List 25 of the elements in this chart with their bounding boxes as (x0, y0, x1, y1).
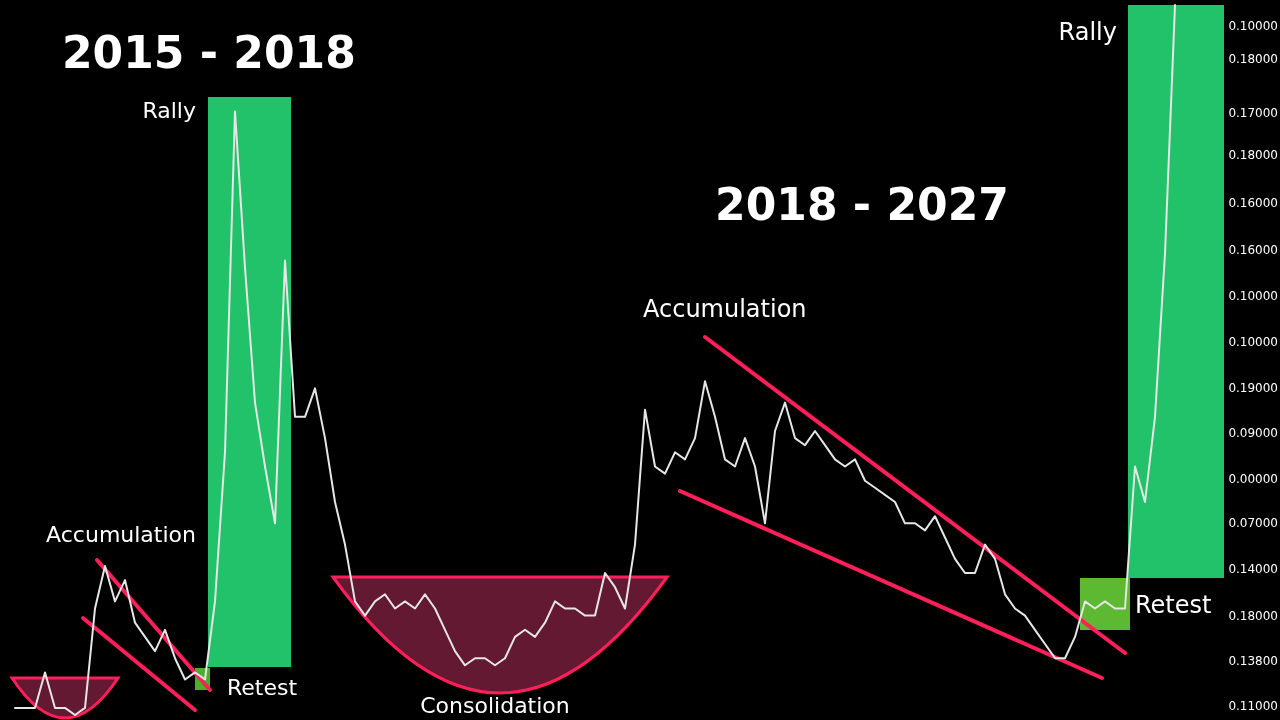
annotation: Accumulation (46, 522, 196, 547)
annotation: Rally (142, 98, 196, 123)
text: 0.14000 (1228, 562, 1278, 576)
annotation: Accumulation (643, 295, 807, 323)
text: 0.16000 (1228, 243, 1278, 257)
text: 0.07000 (1228, 516, 1278, 530)
text: 0.18000 (1228, 609, 1278, 623)
text: 0.17000 (1228, 106, 1278, 120)
text: 0.18000 (1228, 148, 1278, 162)
annotation: Retest (227, 675, 298, 700)
annotation: 2018 - 2027 (715, 179, 1009, 230)
text: 0.09000 (1228, 426, 1278, 440)
annotation: Rally (1058, 18, 1117, 46)
text: 0.10000 (1228, 289, 1278, 303)
annotation: Retest (1135, 591, 1212, 619)
text: 0.16000 (1228, 196, 1278, 210)
text: 0.13800 (1228, 654, 1278, 668)
text: 0.00000 (1228, 472, 1278, 486)
text: 0.19000 (1228, 381, 1278, 395)
annotation: 2015 - 2018 (62, 27, 356, 78)
annotation: Consolidation (420, 693, 570, 718)
text: 0.18000 (1228, 52, 1278, 66)
text: 0.10000 (1228, 19, 1278, 33)
text: 0.11000 (1228, 699, 1278, 713)
text: 0.10000 (1228, 335, 1278, 349)
